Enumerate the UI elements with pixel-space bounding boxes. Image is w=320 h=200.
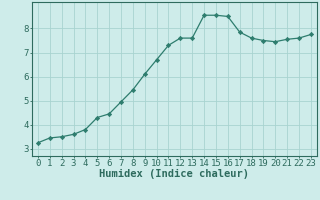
X-axis label: Humidex (Indice chaleur): Humidex (Indice chaleur) bbox=[100, 169, 249, 179]
